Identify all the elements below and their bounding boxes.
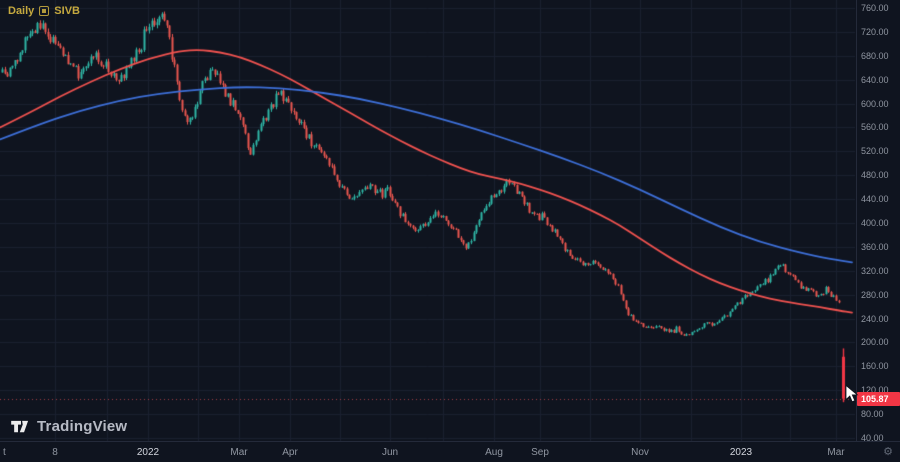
interval-label[interactable]: Daily [8, 5, 35, 17]
tradingview-logo-icon [11, 420, 29, 433]
chart-legend[interactable]: Daily SIVB [8, 5, 80, 17]
symbol-flag-icon [39, 6, 50, 16]
time-axis[interactable]: t 8 2022 Mar Apr Jun Aug Sep Nov 2023 Mar [0, 441, 900, 462]
price-tick-label: 760.00 [861, 3, 889, 13]
price-tick-label: 400.00 [861, 218, 889, 228]
time-axis-month-label: 8 [52, 447, 58, 458]
tradingview-watermark: TradingView [9, 416, 127, 437]
settings-icon[interactable]: ⚙ [883, 446, 893, 458]
price-axis[interactable]: 760.00 720.00 680.00 640.00 600.00 560.00 520.… [856, 0, 900, 443]
price-tick-label: 480.00 [861, 170, 889, 181]
time-axis-month-label: Sep [531, 447, 549, 458]
price-tick-label: 240.00 [861, 313, 889, 324]
price-tick-label: 640.00 [861, 74, 889, 85]
price-tick-label: 440.00 [861, 194, 889, 205]
price-tick-label: 680.00 [861, 50, 889, 61]
last-price-label: 105.87 [857, 391, 900, 406]
tradingview-logo-text: TradingView [37, 418, 128, 435]
price-tick-label: 120.00 [861, 385, 889, 396]
symbol-label[interactable]: SIVB [54, 5, 80, 17]
price-tick-label: 720.00 [861, 26, 889, 37]
price-tick-label: 160.00 [861, 361, 889, 372]
time-axis-month-label: Jun [381, 447, 399, 458]
time-axis-year-label: 2022 [136, 447, 160, 458]
price-tick-label: 560.00 [861, 122, 889, 133]
time-axis-month-label: t [3, 447, 6, 458]
price-tick-label: 280.00 [861, 289, 889, 300]
time-axis-month-label: Mar [827, 447, 845, 458]
pointer-cursor-icon [845, 385, 859, 403]
time-axis-month-label: Apr [282, 447, 298, 458]
price-tick-label: 40.00 [861, 433, 884, 443]
time-axis-month-label: Aug [485, 447, 503, 458]
price-tick-label: 80.00 [861, 409, 884, 420]
time-axis-month-label: Mar [230, 447, 248, 458]
price-tick-label: 360.00 [861, 241, 889, 252]
time-axis-year-label: 2023 [729, 447, 753, 458]
price-tick-label: 600.00 [861, 98, 889, 109]
price-tick-label: 320.00 [861, 265, 889, 276]
time-axis-month-label: Nov [631, 447, 649, 458]
price-tick-label: 200.00 [861, 337, 889, 348]
price-tick-label: 520.00 [861, 146, 889, 157]
